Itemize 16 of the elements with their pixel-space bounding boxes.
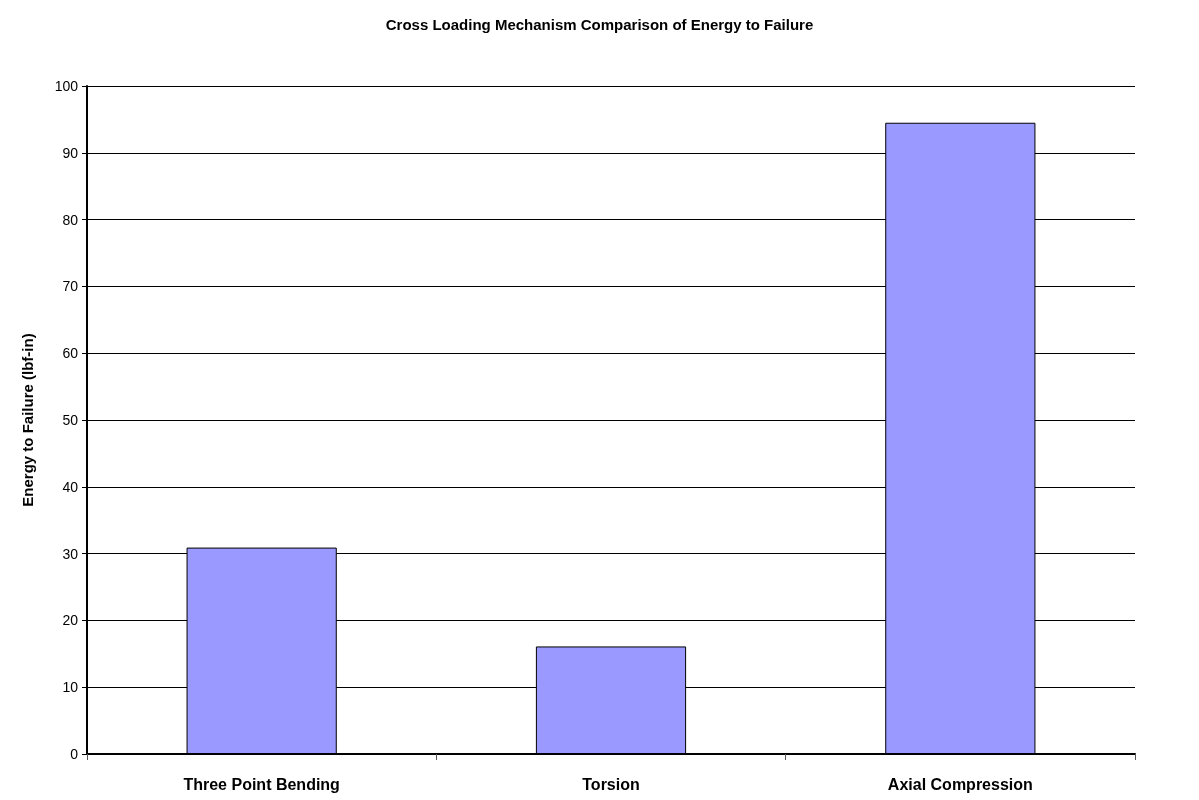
y-tick-label: 60 bbox=[62, 345, 79, 362]
x-tick-label: Three Point Bending bbox=[183, 775, 340, 793]
y-tick-label: 0 bbox=[70, 746, 79, 762]
y-tick-label: 10 bbox=[62, 679, 79, 696]
y-tick-label: 90 bbox=[62, 144, 79, 161]
x-tick-label: Axial Compression bbox=[887, 775, 1033, 793]
y-tick-label: 80 bbox=[62, 211, 79, 228]
y-tick-label: 100 bbox=[54, 78, 79, 94]
y-tick-label: 50 bbox=[62, 412, 79, 428]
chart-title: Cross Loading Mechanism Comparison of Energy to Failure bbox=[385, 16, 814, 33]
x-tick-label: Torsion bbox=[582, 775, 640, 793]
y-tick-label: 20 bbox=[62, 612, 79, 629]
y-tick-label: 70 bbox=[62, 278, 79, 295]
y-tick-label: 40 bbox=[62, 478, 79, 495]
y-tick-label: 30 bbox=[62, 545, 79, 562]
y-axis-title: Energy to Failure (lbf-in) bbox=[19, 333, 36, 507]
